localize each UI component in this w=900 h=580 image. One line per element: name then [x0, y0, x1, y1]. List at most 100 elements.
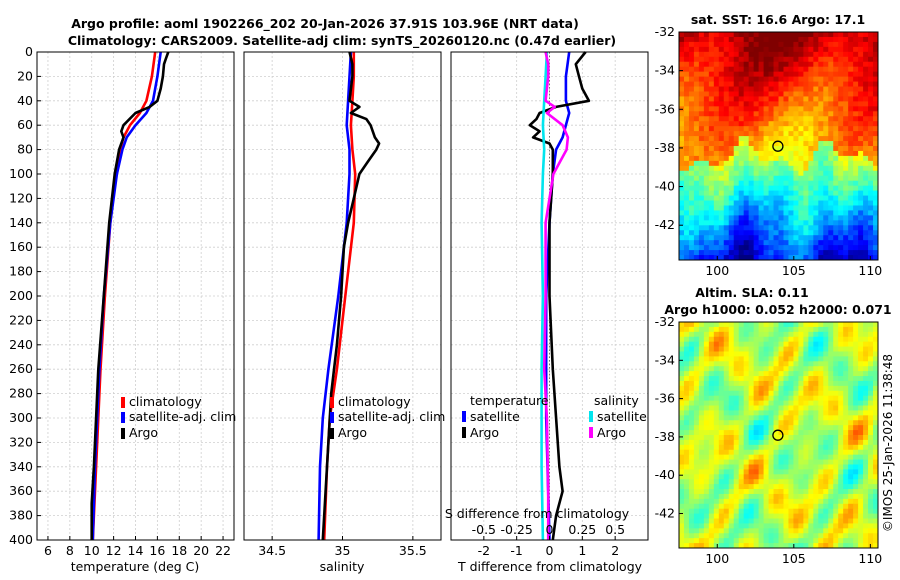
map-cell	[738, 376, 745, 382]
map-cell	[683, 523, 690, 529]
map-cell	[748, 474, 755, 480]
map-cell	[838, 459, 844, 465]
map-cell	[713, 190, 720, 196]
map-cell	[823, 190, 829, 196]
map-cell	[868, 498, 874, 505]
map-cell	[768, 376, 774, 382]
map-cell	[803, 366, 809, 372]
map-cell	[733, 126, 740, 132]
map-cell	[848, 215, 854, 221]
map-cell	[803, 410, 809, 416]
map-cell	[679, 96, 685, 102]
map-cell	[813, 513, 819, 519]
map-cell	[823, 322, 829, 328]
map-cell	[858, 180, 864, 187]
map-cell	[833, 81, 839, 87]
map-cell	[798, 331, 804, 338]
map-cell	[833, 41, 839, 48]
map-cell	[823, 230, 829, 236]
map-cell	[798, 341, 804, 347]
map-cell	[693, 255, 700, 260]
map-cell	[848, 454, 854, 460]
map-cell	[703, 101, 710, 107]
map-cell	[683, 190, 690, 196]
map-cell	[698, 469, 705, 475]
map-cell	[793, 449, 799, 456]
map-cell	[738, 136, 745, 142]
map-cell	[813, 225, 819, 231]
temperature-panel: 0204060801001201401601802002202402602803…	[9, 44, 236, 574]
map-cell	[813, 498, 819, 505]
map-cell	[698, 435, 705, 441]
map-cell	[679, 361, 685, 367]
map-cell	[823, 155, 829, 162]
map-cell	[783, 136, 789, 142]
t-difference-xlabel: T difference from climatology	[457, 559, 643, 574]
map-cell	[788, 61, 794, 68]
map-cell	[783, 150, 789, 157]
map-cell	[843, 190, 849, 196]
map-cell	[679, 86, 685, 92]
map-cell	[693, 66, 700, 73]
map-cell	[758, 230, 764, 236]
map-cell	[679, 46, 685, 53]
map-cell	[863, 240, 869, 246]
map-cell	[808, 400, 814, 406]
map-cell	[768, 205, 774, 211]
map-cell	[758, 390, 764, 397]
map-cell	[768, 41, 774, 48]
map-cell	[708, 439, 715, 446]
map-cell	[723, 165, 730, 172]
map-cell	[778, 371, 784, 377]
map-cell	[748, 230, 755, 236]
map-cell	[853, 141, 859, 147]
map-cell	[703, 36, 710, 43]
map-cell	[743, 205, 750, 211]
map-cell	[768, 331, 774, 338]
map-cell	[753, 439, 760, 446]
map-cell	[848, 86, 854, 92]
map-cell	[793, 390, 799, 397]
map-cell	[818, 170, 824, 177]
map-cell	[828, 425, 834, 431]
map-cell	[758, 250, 764, 256]
map-cell	[743, 121, 750, 127]
map-cell	[748, 41, 755, 48]
map-cell	[693, 121, 700, 127]
map-cell	[698, 533, 705, 539]
map-cell	[693, 71, 700, 78]
map-cell	[873, 395, 878, 402]
map-cell	[833, 498, 839, 505]
map-cell	[748, 331, 755, 338]
map-cell	[803, 86, 809, 92]
map-cell	[823, 454, 829, 460]
map-cell	[768, 131, 774, 137]
map-cell	[833, 66, 839, 73]
map-cell	[773, 493, 779, 500]
map-cell	[793, 66, 799, 73]
map-cell	[728, 51, 735, 58]
x-tick-label: 16	[149, 543, 165, 558]
map-cell	[788, 464, 794, 470]
map-cell	[853, 533, 859, 539]
map-cell	[758, 489, 764, 495]
map-cell	[683, 106, 690, 112]
map-cell	[693, 146, 700, 152]
map-cell	[798, 523, 804, 529]
map-cell	[683, 464, 690, 470]
map-cell	[863, 71, 869, 78]
map-cell	[753, 395, 760, 402]
map-cell	[793, 484, 799, 490]
map-cell	[698, 513, 705, 519]
map-cell	[793, 91, 799, 97]
map-cell	[808, 111, 814, 117]
map-cell	[718, 235, 725, 241]
map-cell	[853, 464, 859, 470]
map-cell	[768, 175, 774, 182]
map-cell	[778, 459, 784, 465]
map-cell	[873, 366, 878, 372]
series-salinity-argo	[542, 51, 570, 540]
map-cell	[833, 86, 839, 92]
map-cell	[768, 146, 774, 152]
map-cell	[828, 543, 834, 548]
